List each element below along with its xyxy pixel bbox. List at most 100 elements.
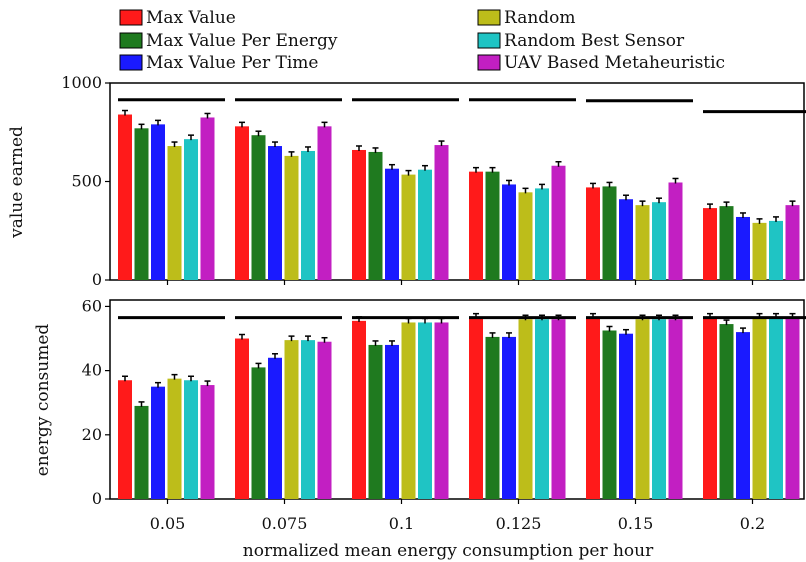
bar — [167, 378, 182, 499]
x-tick-label: 0.2 — [740, 514, 765, 533]
bar — [184, 139, 198, 280]
y-tick-label: 500 — [71, 172, 102, 191]
bar — [284, 155, 299, 280]
bar — [535, 319, 549, 499]
x-axis-label: normalized mean energy consumption per h… — [243, 541, 654, 561]
bar — [502, 336, 516, 499]
x-tick-label: 0.1 — [389, 514, 414, 533]
bar — [652, 202, 666, 280]
bar — [752, 222, 767, 280]
bar — [251, 367, 266, 499]
legend-entry-label: Random Best Sensor — [504, 31, 685, 51]
x-tick-label: 0.075 — [262, 514, 308, 533]
bar — [284, 340, 299, 499]
bar — [151, 124, 165, 281]
legend-entry-label: Max Value Per Time — [146, 53, 318, 73]
bar — [200, 117, 215, 280]
bar — [385, 344, 399, 499]
bar — [502, 184, 516, 280]
bar — [703, 208, 717, 280]
bar — [586, 317, 600, 499]
bar — [535, 188, 549, 280]
y-tick-label: 1000 — [61, 73, 102, 92]
bar — [434, 322, 449, 499]
y-tick-label: 20 — [82, 425, 102, 444]
bar — [635, 319, 650, 499]
bar — [719, 324, 734, 499]
bar — [769, 220, 783, 280]
bar — [385, 168, 399, 280]
bar — [184, 380, 198, 499]
bar — [401, 322, 416, 499]
bar — [785, 205, 800, 280]
bar — [769, 317, 783, 499]
legend-swatch — [119, 32, 143, 49]
legend-entry-label: UAV Based Metaheuristic — [504, 53, 725, 73]
x-tick-label: 0.15 — [618, 514, 654, 533]
bar — [635, 205, 650, 280]
bar — [268, 357, 282, 499]
energy-consumed-y-label: energy consumed — [33, 324, 53, 477]
y-tick-label: 0 — [92, 489, 102, 508]
bar — [485, 336, 500, 499]
x-tick-labels: 0.05 0.075 0.1 0.125 0.15 0.2 — [150, 280, 765, 533]
bar — [469, 317, 483, 499]
bar — [368, 344, 383, 499]
bar — [301, 340, 315, 499]
bar — [736, 216, 750, 280]
legend-entry-label: Max Value Per Energy — [146, 31, 338, 51]
bar — [200, 385, 215, 499]
bar — [235, 338, 249, 499]
bar — [352, 149, 366, 280]
bar — [518, 192, 533, 280]
energy-consumed-plot-frame — [109, 299, 805, 500]
x-tick-label: 0.05 — [150, 514, 186, 533]
value-earned-plot-frame — [109, 82, 805, 281]
bar — [301, 150, 315, 280]
bar — [268, 146, 282, 280]
y-tick-label: 60 — [82, 296, 102, 315]
bar — [352, 320, 366, 499]
bar — [418, 322, 432, 499]
bar — [602, 186, 617, 280]
bar — [703, 317, 717, 499]
bar — [235, 126, 249, 280]
bar — [668, 319, 683, 499]
bar — [167, 146, 182, 280]
bar — [652, 319, 666, 499]
legend-swatch — [119, 9, 143, 26]
energy-consumed-panel: energy consumed 0 20 40 60 — [33, 296, 806, 508]
bar — [586, 187, 600, 280]
bar — [602, 330, 617, 499]
bar — [151, 386, 165, 499]
bar — [434, 145, 449, 280]
legend-swatch — [477, 9, 501, 26]
bar — [752, 317, 767, 499]
bar — [401, 174, 416, 280]
bar — [485, 171, 500, 280]
bar — [518, 319, 533, 499]
bar — [118, 380, 132, 499]
legend-entry-label: Max Value — [146, 8, 236, 28]
legend-entry-label: Random — [504, 8, 576, 28]
value-earned-panel: value earned 0 500 1000 — [7, 73, 806, 289]
bar — [736, 332, 750, 499]
bar — [251, 135, 266, 280]
bar — [551, 165, 566, 280]
value-earned-y-label: value earned — [7, 126, 27, 239]
legend-swatch — [477, 32, 501, 49]
x-tick-label: 0.125 — [496, 514, 542, 533]
bar — [418, 169, 432, 280]
bar — [619, 199, 633, 280]
bar — [469, 171, 483, 280]
bar — [317, 341, 332, 499]
bar — [317, 126, 332, 280]
bar — [619, 333, 633, 499]
y-tick-label: 0 — [92, 270, 102, 289]
legend-swatch — [119, 54, 143, 71]
bar — [668, 182, 683, 280]
bar — [719, 206, 734, 280]
bar — [134, 128, 149, 280]
